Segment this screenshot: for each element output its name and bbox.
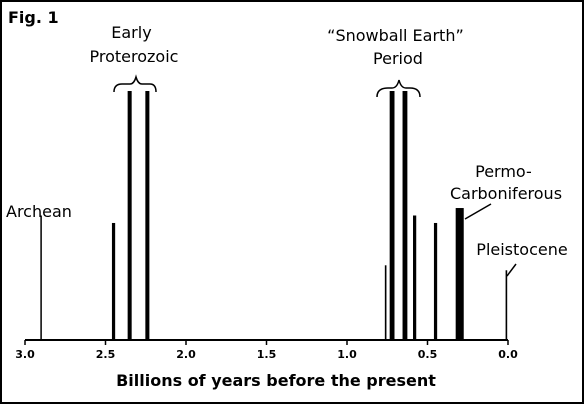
x-tick-label-2: 2.0 (176, 348, 196, 361)
bar-5 (389, 91, 395, 340)
annotation-permo-carboniferous: Permo- Carboniferous (450, 162, 562, 203)
annotation-pleistocene: Pleistocene (476, 240, 567, 259)
x-tick-label-1: 2.5 (96, 348, 116, 361)
bar-10 (505, 270, 508, 340)
x-tick-label-3: 1.5 (257, 348, 277, 361)
brace-snowball-earth (376, 79, 421, 98)
x-tick-label-0: 3.0 (15, 348, 35, 361)
bar-8 (433, 222, 438, 340)
bar-1 (111, 222, 116, 340)
annotation-early-proterozoic: Early Proterozoic (90, 23, 179, 66)
pointer-pleistocene (506, 263, 517, 277)
bar-3 (145, 91, 150, 340)
x-tick-label-4: 1.0 (337, 348, 357, 361)
bar-7 (413, 215, 417, 340)
pointer-permo-carboniferous (464, 203, 492, 220)
bar-4 (384, 265, 387, 340)
bar-6 (402, 91, 408, 340)
x-ticks-group: 3.0 2.5 2.0 1.5 1.0 0.5 0.0 (15, 340, 518, 361)
figure-label: Fig. 1 (8, 8, 59, 27)
annotation-archean: Archean (6, 202, 72, 221)
bar-2 (127, 91, 132, 340)
bar-0 (40, 215, 42, 340)
bar-9 (455, 208, 464, 340)
brace-early-proterozoic (113, 74, 157, 93)
annotation-snowball-earth: “Snowball Earth” Period (327, 26, 469, 68)
x-axis-label: Billions of years before the present (116, 371, 436, 390)
x-tick-label-6: 0.0 (498, 348, 518, 361)
bars-group (40, 91, 508, 340)
x-tick-label-5: 0.5 (418, 348, 438, 361)
